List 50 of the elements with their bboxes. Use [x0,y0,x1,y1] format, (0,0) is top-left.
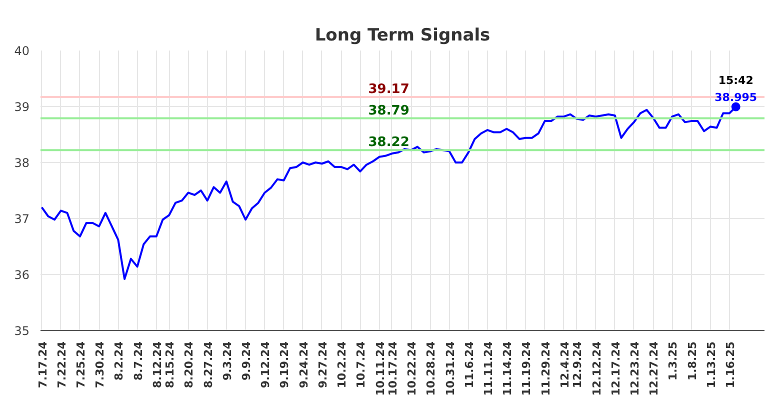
x-tick-label: 12.4.24 [558,341,572,388]
x-tick-label: 12.12.24 [590,341,604,396]
ref-line-label: 39.17 [368,82,410,97]
x-tick-label: 11.19.24 [520,341,534,396]
x-tick-label: 8.20.24 [182,341,196,388]
x-tick-label: 12.17.24 [609,341,622,396]
x-tick-label: 10.11.24 [374,341,387,396]
annotation: 38.995 [714,90,758,104]
y-tick-label: 38 [14,156,30,170]
x-tick-label: 9.12.24 [259,341,272,388]
x-tick-label: 1.8.25 [686,341,699,380]
x-tick-label: 12.9.24 [571,341,584,388]
x-tick-label: 8.12.24 [150,341,164,388]
x-tick-label: 12.23.24 [628,341,642,396]
x-tick-label: 8.15.24 [164,341,177,388]
x-tick-label: 9.3.24 [220,341,234,380]
y-tick-label: 39 [14,100,30,114]
x-tick-label: 10.2.24 [336,341,349,388]
x-tick-label: 9.27.24 [316,341,330,388]
x-tick-label: 10.31.24 [444,341,457,396]
x-tick-label: 10.28.24 [424,341,438,396]
x-tick-label: 8.27.24 [202,341,215,388]
y-tick-label: 40 [14,44,30,58]
x-tick-label: 8.7.24 [132,341,145,380]
x-tick-label: 9.19.24 [278,341,292,388]
x-tick-label: 10.22.24 [406,341,419,396]
x-tick-label: 10.7.24 [354,341,368,388]
x-tick-label: 7.22.24 [55,341,68,388]
ref-line-label: 38.22 [368,135,410,150]
x-tick-label: 8.2.24 [112,341,126,380]
x-tick-label: 11.6.24 [462,341,476,388]
x-tick-label: 9.24.24 [297,341,310,388]
annotation: 15:42 [718,74,754,87]
x-tick-label: 11.11.24 [482,341,496,396]
x-tick-label: 9.9.24 [240,341,254,380]
chart-title: Long Term Signals [314,26,490,46]
x-tick-label: 1.3.25 [666,341,680,380]
x-tick-label: 11.29.24 [539,341,552,396]
x-tick-label: 12.27.24 [648,341,661,396]
x-tick-label: 1.16.25 [724,341,737,388]
x-tick-label: 7.30.24 [94,341,107,388]
y-tick-label: 37 [14,212,30,226]
x-tick-label: 11.14.24 [501,341,514,396]
x-tick-label: 7.25.24 [74,341,88,388]
ref-line-label: 38.79 [368,103,410,118]
y-tick-label: 35 [14,324,30,338]
x-tick-label: 1.13.25 [704,341,718,388]
x-tick-label: 10.17.24 [386,341,400,396]
y-tick-label: 36 [14,268,30,282]
x-tick-label: 7.17.24 [36,341,50,388]
